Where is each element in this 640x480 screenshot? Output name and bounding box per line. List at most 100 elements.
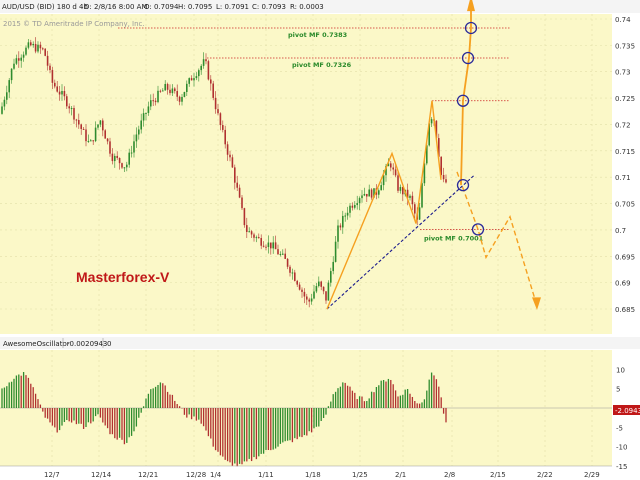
candle-body <box>339 225 342 228</box>
candle-body <box>325 291 327 301</box>
candle-body <box>138 129 140 135</box>
candle-body <box>260 238 262 246</box>
candle-body <box>123 167 126 169</box>
candle-body <box>224 129 226 145</box>
symbol-label: AUD/USD (BID) 180 d 4h <box>2 3 88 11</box>
candle-body <box>274 242 277 250</box>
candle-body <box>63 91 66 97</box>
candle-body <box>75 119 78 121</box>
candle-body <box>306 296 308 300</box>
candle-body <box>152 100 154 102</box>
candle-body <box>354 205 356 208</box>
candle-body <box>102 120 104 131</box>
candle-body <box>20 57 22 61</box>
candle-body <box>219 113 222 126</box>
brand-label: Masterforex-V <box>76 269 170 285</box>
candle-body <box>13 63 15 69</box>
candle-body <box>27 42 30 48</box>
candle-body <box>246 225 248 232</box>
candle-body <box>130 152 133 154</box>
oscillator-value-badge <box>613 405 640 415</box>
date-tick-label: 2/29 <box>584 471 600 479</box>
candle-body <box>205 59 207 62</box>
price-tick-label: 0.71 <box>615 174 631 182</box>
candle-body <box>73 108 75 120</box>
elliott-wave-path <box>326 100 442 310</box>
candle-body <box>282 253 284 255</box>
target-circle-icon <box>456 178 470 192</box>
candle-body <box>121 163 123 168</box>
candle-body <box>248 231 250 233</box>
candle-body <box>241 197 243 209</box>
candlesticks <box>1 37 447 308</box>
candle-body <box>390 163 392 168</box>
candle-body <box>409 195 411 198</box>
candle-body <box>128 152 130 165</box>
date-readout: D: 2/8/16 8:00 AM <box>84 3 148 11</box>
candle-body <box>25 47 27 55</box>
candle-body <box>397 175 399 191</box>
candle-body <box>428 123 430 146</box>
candle-body <box>291 272 294 274</box>
candle-body <box>253 234 255 238</box>
candle-body <box>301 289 303 292</box>
candle-body <box>382 175 385 186</box>
close-readout: C: 0.7093 <box>252 3 286 11</box>
oscillator-tick-label: -5 <box>616 424 623 432</box>
candle-body <box>44 48 46 56</box>
candle-body <box>34 43 37 52</box>
candle-body <box>30 42 32 46</box>
candle-body <box>78 120 80 125</box>
candle-body <box>363 193 366 196</box>
candle-body <box>6 92 8 100</box>
price-tick-label: 0.715 <box>615 148 635 156</box>
candle-body <box>49 65 51 71</box>
candle-body <box>337 225 339 242</box>
candle-body <box>183 91 186 97</box>
candle-body <box>346 212 349 216</box>
date-tick-label: 12/28 <box>186 471 206 479</box>
candle-body <box>212 83 214 98</box>
candle-body <box>344 215 346 217</box>
candle-body <box>250 231 253 235</box>
candle-body <box>289 266 291 273</box>
candle-body <box>87 140 90 142</box>
candle-body <box>368 189 370 197</box>
candle-body <box>272 242 274 249</box>
price-panel[interactable] <box>0 14 612 334</box>
candle-body <box>373 188 375 198</box>
oscillator-histogram <box>1 372 447 467</box>
candle-body <box>61 91 63 95</box>
candle-body <box>166 83 169 90</box>
target-circle-icon <box>464 21 478 35</box>
candle-body <box>42 48 44 50</box>
candle-body <box>198 70 200 77</box>
oscillator-tick-label: 5 <box>616 386 620 394</box>
candle-body <box>159 90 162 92</box>
candle-body <box>356 203 358 206</box>
candle-body <box>411 195 414 205</box>
candle-body <box>418 207 421 220</box>
candle-body <box>118 157 121 164</box>
date-tick-label: 1/11 <box>258 471 274 479</box>
pivot-label: pivot MF 0.7326 <box>292 61 352 69</box>
candle-body <box>164 83 166 91</box>
price-tick-label: 0.695 <box>615 253 635 261</box>
price-tick-label: 0.705 <box>615 201 635 209</box>
candle-body <box>150 100 152 107</box>
candle-body <box>332 261 334 272</box>
candle-body <box>15 58 18 64</box>
candle-body <box>51 70 54 83</box>
candle-body <box>99 120 102 125</box>
candle-body <box>80 124 82 129</box>
candle-body <box>162 90 164 92</box>
candle-body <box>392 167 394 170</box>
candle-body <box>171 88 174 94</box>
candle-body <box>114 155 116 162</box>
candle-body <box>366 193 368 197</box>
date-tick-label: 12/21 <box>138 471 158 479</box>
candle-body <box>190 78 193 81</box>
candle-body <box>82 128 85 130</box>
candle-body <box>68 106 70 109</box>
candle-body <box>90 140 92 142</box>
